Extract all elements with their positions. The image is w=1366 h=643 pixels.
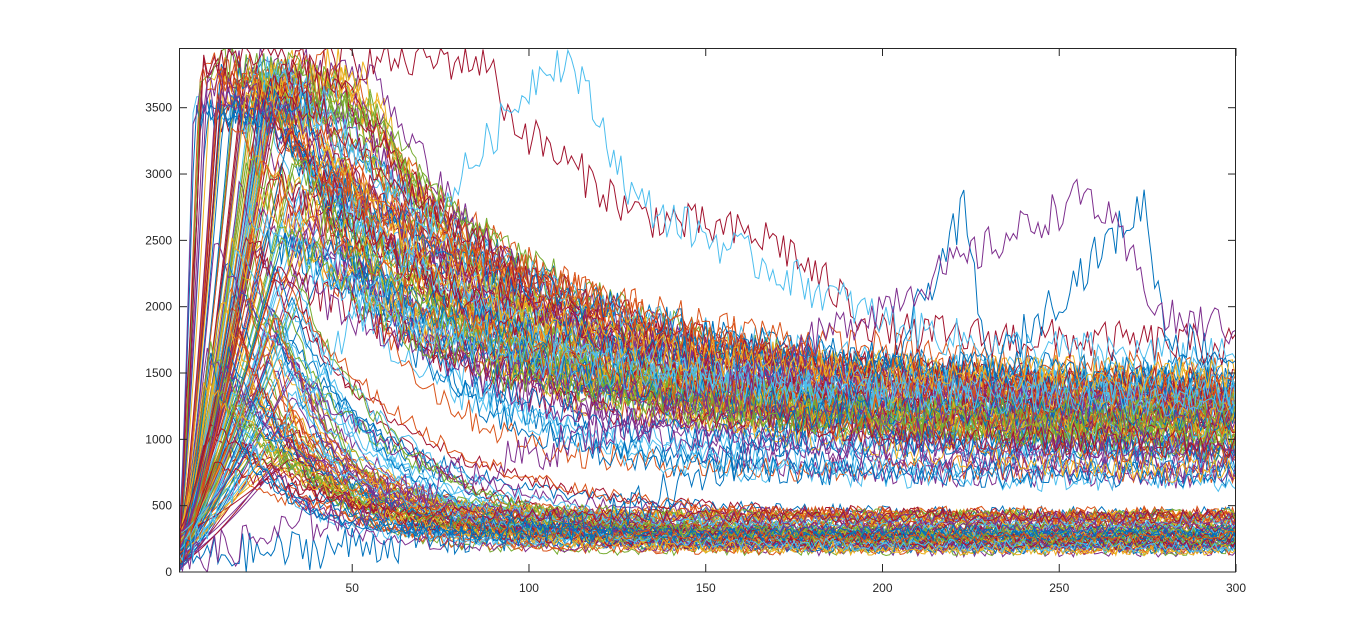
series-line <box>179 461 1236 556</box>
series-line <box>179 382 1236 540</box>
series-line <box>179 404 1236 563</box>
y-tick-label: 3500 <box>145 101 172 115</box>
series-line <box>179 189 1236 572</box>
series-line <box>179 138 1236 537</box>
series-line <box>179 178 1236 572</box>
series-line <box>179 446 1236 557</box>
series-line <box>179 48 1236 562</box>
series-line <box>179 270 1236 545</box>
axes-box <box>179 48 1236 573</box>
series-line <box>179 247 1236 540</box>
y-tick-label: 0 <box>165 565 172 579</box>
series-line <box>179 297 1236 547</box>
series-line <box>179 71 1236 557</box>
series-line <box>179 48 1236 567</box>
series-line <box>179 165 1236 545</box>
y-tick-label: 2500 <box>145 233 172 247</box>
series-line <box>179 196 1236 530</box>
series-line <box>179 93 1236 534</box>
series-line <box>179 334 1236 563</box>
series-line <box>179 363 1236 550</box>
series-line <box>179 318 1236 537</box>
y-tick-label: 1500 <box>145 366 172 380</box>
series-line <box>179 450 1236 557</box>
y-tick-label: 3000 <box>145 167 172 181</box>
x-tick-label: 300 <box>1226 581 1246 595</box>
y-tick-label: 500 <box>152 499 172 513</box>
series-line <box>179 236 1236 539</box>
series-line <box>179 371 1236 535</box>
series-line <box>179 409 1236 554</box>
x-tick-label: 50 <box>346 581 360 595</box>
series-line <box>179 200 1236 543</box>
series-layer <box>179 48 1236 572</box>
series-line <box>179 127 1236 554</box>
x-tick-label: 100 <box>519 581 539 595</box>
x-tick-label: 150 <box>696 581 716 595</box>
x-tick-label: 250 <box>1049 581 1069 595</box>
y-tick-label: 1000 <box>145 432 172 446</box>
x-tick-label: 200 <box>872 581 892 595</box>
series-line <box>179 236 1236 545</box>
tick-layer: 50 100 150 200 250 30005001000150020002500300… <box>145 48 1246 595</box>
series-line <box>179 464 1236 556</box>
y-tick-label: 2000 <box>145 300 172 314</box>
